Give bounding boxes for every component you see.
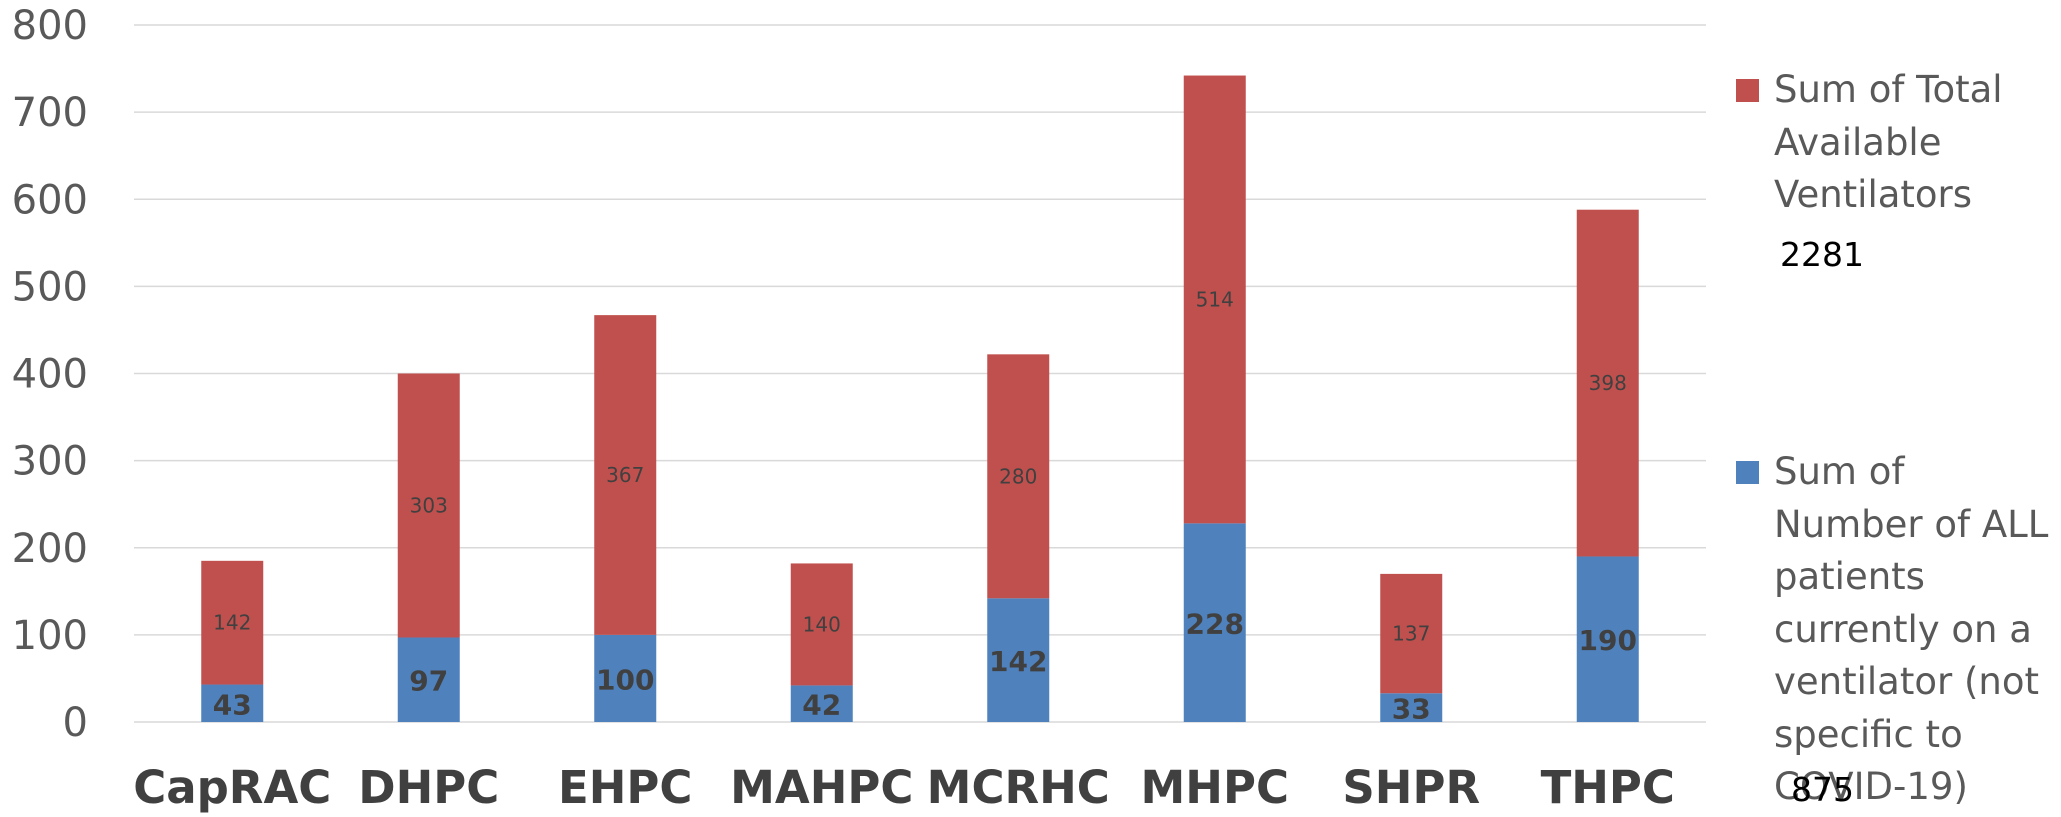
data-label-available-mahpc: 140 [803, 612, 841, 636]
data-label-available-ehpc: 367 [606, 463, 644, 487]
y-tick-label-0: 0 [63, 700, 88, 746]
data-label-patients-mcrhc: 142 [989, 645, 1047, 678]
category-label-caprac: CapRAC [133, 761, 331, 814]
bar-available-mahpc [790, 563, 853, 686]
legend-total-patients-on-ventilator: 875 [1791, 770, 1854, 809]
bar-patients-mahpc [790, 685, 853, 722]
y-tick-label-100: 100 [12, 613, 88, 659]
legend-swatch-patients-on-ventilator [1736, 461, 1759, 484]
data-label-available-mhpc: 514 [1196, 287, 1234, 311]
category-label-mahpc: MAHPC [730, 761, 913, 814]
data-label-available-mcrhc: 280 [999, 464, 1037, 488]
stacked-bar-chart: 0 100 200 300 400 500 600 700 800 43 142 CapRAC 97 30… [12, 3, 1706, 814]
bar-available-ehpc [594, 315, 657, 635]
y-tick-label-600: 600 [12, 177, 88, 223]
bar-available-caprac [201, 560, 264, 685]
bar-patients-caprac [201, 684, 264, 722]
legend-item-patients-on-ventilator: Sum of Number of ALL patients currently … [1736, 446, 2056, 809]
legend-label-available-ventilators: Sum of Total Available Ventilators [1774, 68, 2003, 216]
data-label-patients-mhpc: 228 [1186, 608, 1244, 641]
bar-patients-shpr [1380, 693, 1443, 722]
data-label-available-dhpc: 303 [410, 493, 448, 517]
data-label-available-shpr: 137 [1392, 622, 1430, 646]
data-label-available-thpc: 398 [1589, 371, 1627, 395]
legend-total-available-ventilators: 2281 [1780, 235, 1864, 274]
data-label-patients-dhpc: 97 [409, 665, 448, 698]
legend: Sum of Total Available Ventilators 2281 … [1736, 64, 2056, 809]
category-label-dhpc: DHPC [358, 761, 499, 814]
bar-patients-dhpc [397, 637, 460, 722]
y-tick-label-800: 800 [12, 3, 88, 49]
y-tick-label-200: 200 [12, 526, 88, 572]
bar-patients-ehpc [594, 634, 657, 722]
legend-item-available-ventilators: Sum of Total Available Ventilators 2281 [1736, 64, 2056, 274]
category-label-ehpc: EHPC [558, 761, 692, 814]
data-label-patients-shpr: 33 [1392, 693, 1431, 726]
category-label-mcrhc: MCRHC [927, 761, 1110, 814]
category-label-thpc: THPC [1541, 761, 1675, 814]
y-tick-label-700: 700 [12, 90, 88, 136]
category-label-shpr: SHPR [1342, 761, 1480, 814]
y-tick-label-400: 400 [12, 352, 88, 398]
bar-patients-mhpc [1183, 523, 1246, 722]
bar-patients-mcrhc [987, 598, 1050, 722]
data-label-patients-ehpc: 100 [596, 663, 654, 696]
data-label-patients-thpc: 190 [1579, 624, 1637, 657]
bar-available-mcrhc [987, 354, 1050, 599]
data-label-patients-caprac: 43 [213, 688, 252, 721]
data-label-available-caprac: 142 [213, 611, 251, 635]
y-tick-label-500: 500 [12, 264, 88, 310]
bar-patients-thpc [1576, 556, 1639, 722]
bar-available-shpr [1380, 573, 1443, 694]
legend-label-patients-on-ventilator: Sum of Number of ALL patients currently … [1774, 450, 2049, 808]
category-label-mhpc: MHPC [1141, 761, 1289, 814]
legend-swatch-available-ventilators [1736, 79, 1759, 102]
bar-available-dhpc [397, 373, 460, 638]
y-tick-label-300: 300 [12, 439, 88, 485]
bar-available-mhpc [1183, 75, 1246, 524]
bar-available-thpc [1576, 209, 1639, 557]
data-label-patients-mahpc: 42 [802, 689, 841, 722]
